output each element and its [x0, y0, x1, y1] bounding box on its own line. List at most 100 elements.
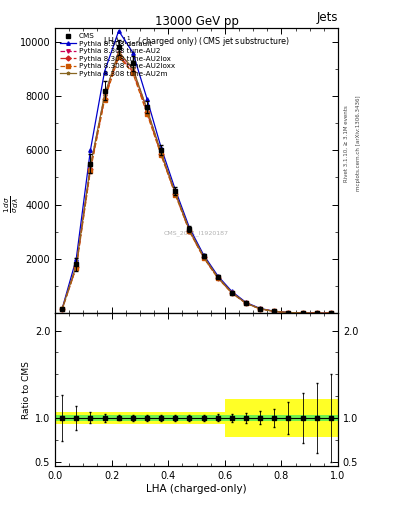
- Pythia 8.308 default: [314, 310, 319, 316]
- Pythia 8.308 tune-AU2lox: [116, 52, 121, 58]
- Pythia 8.308 tune-AU2: [244, 300, 248, 306]
- Legend: CMS, Pythia 8.308 default, Pythia 8.308 tune-AU2, Pythia 8.308 tune-AU2lox, Pyth: CMS, Pythia 8.308 default, Pythia 8.308 …: [57, 30, 178, 80]
- Pythia 8.308 tune-AU2lox: [258, 306, 263, 312]
- Pythia 8.308 tune-AU2lox: [230, 290, 234, 296]
- Pythia 8.308 default: [244, 300, 248, 306]
- Pythia 8.308 tune-AU2: [74, 263, 79, 269]
- Pythia 8.308 tune-AU2: [173, 190, 178, 196]
- Pythia 8.308 default: [116, 28, 121, 34]
- Pythia 8.308 tune-AU2lox: [88, 166, 93, 173]
- Pythia 8.308 tune-AU2: [102, 93, 107, 99]
- Pythia 8.308 default: [272, 308, 277, 314]
- Text: LHA $\lambda^{1}_{0.5}$ (charged only) (CMS jet substructure): LHA $\lambda^{1}_{0.5}$ (charged only) (…: [103, 34, 290, 49]
- Pythia 8.308 tune-AU2loxx: [314, 310, 319, 316]
- Pythia 8.308 tune-AU2: [314, 310, 319, 316]
- Pythia 8.308 tune-AU2m: [102, 92, 107, 98]
- Text: CMS_2021_I1920187: CMS_2021_I1920187: [164, 230, 229, 236]
- Pythia 8.308 tune-AU2loxx: [201, 254, 206, 261]
- Pythia 8.308 default: [187, 225, 192, 231]
- Pythia 8.308 default: [173, 186, 178, 193]
- Y-axis label: Ratio to CMS: Ratio to CMS: [22, 360, 31, 418]
- Pythia 8.308 tune-AU2loxx: [74, 265, 79, 271]
- Pythia 8.308 default: [74, 256, 79, 262]
- Pythia 8.308 tune-AU2lox: [314, 310, 319, 316]
- Pythia 8.308 tune-AU2lox: [187, 228, 192, 234]
- Pythia 8.308 tune-AU2: [329, 310, 333, 316]
- Pythia 8.308 tune-AU2lox: [272, 308, 277, 314]
- Pythia 8.308 tune-AU2: [187, 227, 192, 233]
- Pythia 8.308 tune-AU2loxx: [116, 54, 121, 60]
- Pythia 8.308 tune-AU2m: [300, 310, 305, 316]
- Pythia 8.308 default: [258, 305, 263, 311]
- Pythia 8.308 tune-AU2loxx: [130, 70, 135, 76]
- Pythia 8.308 default: [130, 50, 135, 56]
- Pythia 8.308 tune-AU2lox: [102, 96, 107, 102]
- Pythia 8.308 tune-AU2loxx: [215, 275, 220, 281]
- Pythia 8.308 tune-AU2: [88, 163, 93, 169]
- Pythia 8.308 tune-AU2m: [329, 310, 333, 316]
- Pythia 8.308 tune-AU2: [230, 290, 234, 296]
- Pythia 8.308 tune-AU2: [130, 66, 135, 72]
- Pythia 8.308 tune-AU2m: [159, 150, 163, 156]
- Pythia 8.308 tune-AU2m: [201, 253, 206, 260]
- Pythia 8.308 tune-AU2loxx: [286, 310, 291, 316]
- Pythia 8.308 tune-AU2: [145, 106, 149, 113]
- Pythia 8.308 tune-AU2lox: [130, 69, 135, 75]
- Pythia 8.308 tune-AU2m: [215, 274, 220, 280]
- Text: $\frac{1}{\sigma}\frac{d\sigma}{d\lambda}$: $\frac{1}{\sigma}\frac{d\sigma}{d\lambda…: [3, 196, 21, 214]
- Pythia 8.308 tune-AU2lox: [215, 275, 220, 281]
- Pythia 8.308 tune-AU2m: [173, 190, 178, 196]
- Pythia 8.308 tune-AU2m: [88, 163, 93, 169]
- Pythia 8.308 tune-AU2: [300, 310, 305, 316]
- Pythia 8.308 tune-AU2: [201, 253, 206, 260]
- Line: Pythia 8.308 tune-AU2lox: Pythia 8.308 tune-AU2lox: [61, 54, 332, 315]
- Pythia 8.308 tune-AU2loxx: [145, 111, 149, 117]
- Pythia 8.308 tune-AU2lox: [286, 310, 291, 316]
- Pythia 8.308 tune-AU2lox: [145, 109, 149, 115]
- Pythia 8.308 tune-AU2loxx: [173, 191, 178, 198]
- Pythia 8.308 tune-AU2m: [286, 310, 291, 316]
- Text: Rivet 3.1.10, ≥ 3.1M events: Rivet 3.1.10, ≥ 3.1M events: [344, 105, 349, 182]
- Pythia 8.308 default: [300, 310, 305, 316]
- Title: 13000 GeV pp: 13000 GeV pp: [154, 15, 239, 28]
- Pythia 8.308 tune-AU2lox: [244, 300, 248, 306]
- Pythia 8.308 tune-AU2loxx: [272, 308, 277, 314]
- Pythia 8.308 default: [60, 306, 64, 312]
- Pythia 8.308 tune-AU2: [258, 306, 263, 312]
- Pythia 8.308 tune-AU2m: [116, 49, 121, 55]
- Pythia 8.308 tune-AU2lox: [329, 310, 333, 316]
- Line: Pythia 8.308 tune-AU2loxx: Pythia 8.308 tune-AU2loxx: [61, 55, 332, 315]
- Pythia 8.308 tune-AU2loxx: [244, 301, 248, 307]
- Pythia 8.308 tune-AU2loxx: [300, 310, 305, 316]
- Pythia 8.308 tune-AU2lox: [159, 152, 163, 158]
- Pythia 8.308 tune-AU2m: [244, 300, 248, 306]
- Pythia 8.308 tune-AU2lox: [74, 264, 79, 270]
- Pythia 8.308 tune-AU2lox: [300, 310, 305, 316]
- Pythia 8.308 tune-AU2: [60, 306, 64, 312]
- Pythia 8.308 tune-AU2lox: [60, 306, 64, 312]
- Pythia 8.308 tune-AU2: [272, 308, 277, 314]
- Pythia 8.308 default: [88, 147, 93, 154]
- Pythia 8.308 tune-AU2m: [272, 308, 277, 314]
- Pythia 8.308 tune-AU2: [116, 50, 121, 56]
- Pythia 8.308 default: [145, 96, 149, 102]
- Pythia 8.308 tune-AU2loxx: [88, 167, 93, 174]
- Pythia 8.308 tune-AU2m: [60, 306, 64, 312]
- Text: Jets: Jets: [316, 11, 338, 24]
- Pythia 8.308 tune-AU2m: [130, 65, 135, 71]
- Pythia 8.308 tune-AU2m: [230, 290, 234, 296]
- Pythia 8.308 tune-AU2m: [187, 227, 192, 233]
- Line: Pythia 8.308 default: Pythia 8.308 default: [61, 29, 332, 315]
- Pythia 8.308 default: [329, 310, 333, 316]
- Pythia 8.308 default: [159, 144, 163, 151]
- Pythia 8.308 tune-AU2lox: [173, 191, 178, 197]
- Pythia 8.308 tune-AU2loxx: [329, 310, 333, 316]
- Pythia 8.308 tune-AU2loxx: [187, 228, 192, 234]
- Pythia 8.308 tune-AU2: [215, 274, 220, 281]
- Pythia 8.308 tune-AU2loxx: [258, 306, 263, 312]
- Pythia 8.308 tune-AU2m: [74, 262, 79, 268]
- Pythia 8.308 tune-AU2loxx: [60, 306, 64, 312]
- Pythia 8.308 tune-AU2loxx: [102, 97, 107, 103]
- Pythia 8.308 tune-AU2loxx: [230, 290, 234, 296]
- Pythia 8.308 default: [286, 309, 291, 315]
